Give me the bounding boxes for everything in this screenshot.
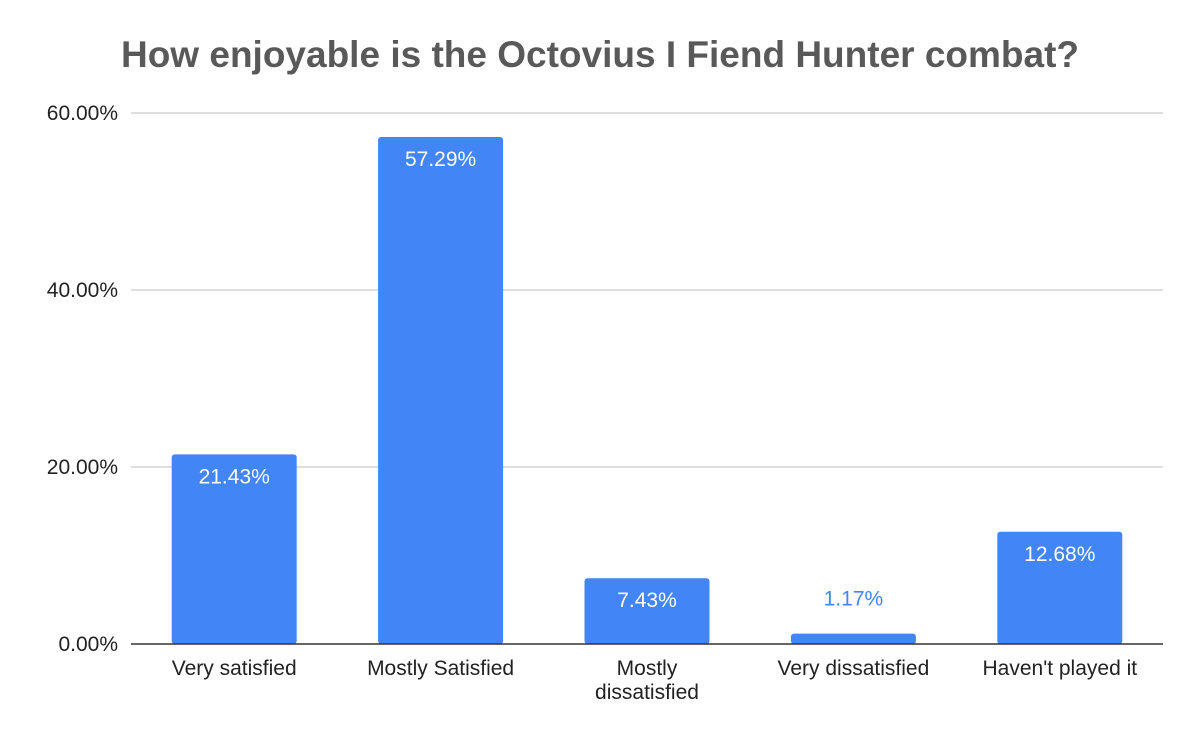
y-tick-label: 20.00% — [47, 456, 118, 479]
y-tick-label: 0.00% — [58, 633, 118, 656]
data-label: 7.43% — [617, 589, 677, 612]
x-category-label: Mostly — [617, 657, 678, 680]
x-category-label: Mostly Satisfied — [367, 657, 514, 680]
y-tick-label: 40.00% — [47, 279, 118, 302]
bar — [171, 454, 297, 644]
bar — [997, 531, 1123, 644]
data-label: 1.17% — [824, 588, 884, 611]
chart-title: How enjoyable is the Octovius I Fiend Hu… — [121, 34, 1079, 75]
gridlines — [131, 112, 1163, 468]
bar — [378, 136, 504, 644]
bar — [790, 633, 916, 644]
bars: 21.43% 57.29% 7.43% 1.17% 12.68% — [171, 136, 1123, 644]
data-label: 12.68% — [1024, 543, 1095, 566]
x-category-label: Very satisfied — [172, 657, 297, 680]
data-label: 57.29% — [405, 148, 476, 171]
y-tick-label: 60.00% — [47, 102, 118, 125]
x-category-label: Haven't played it — [982, 657, 1137, 680]
x-category-label: Very dissatisfied — [778, 657, 930, 680]
y-axis-ticks: 0.00% 20.00% 40.00% 60.00% — [47, 102, 118, 656]
data-label: 21.43% — [199, 465, 270, 488]
x-axis-category-labels: Very satisfied Mostly Satisfied Mostlydiss… — [172, 657, 1138, 704]
x-category-label: dissatisfied — [595, 681, 699, 704]
bar — [584, 578, 710, 644]
